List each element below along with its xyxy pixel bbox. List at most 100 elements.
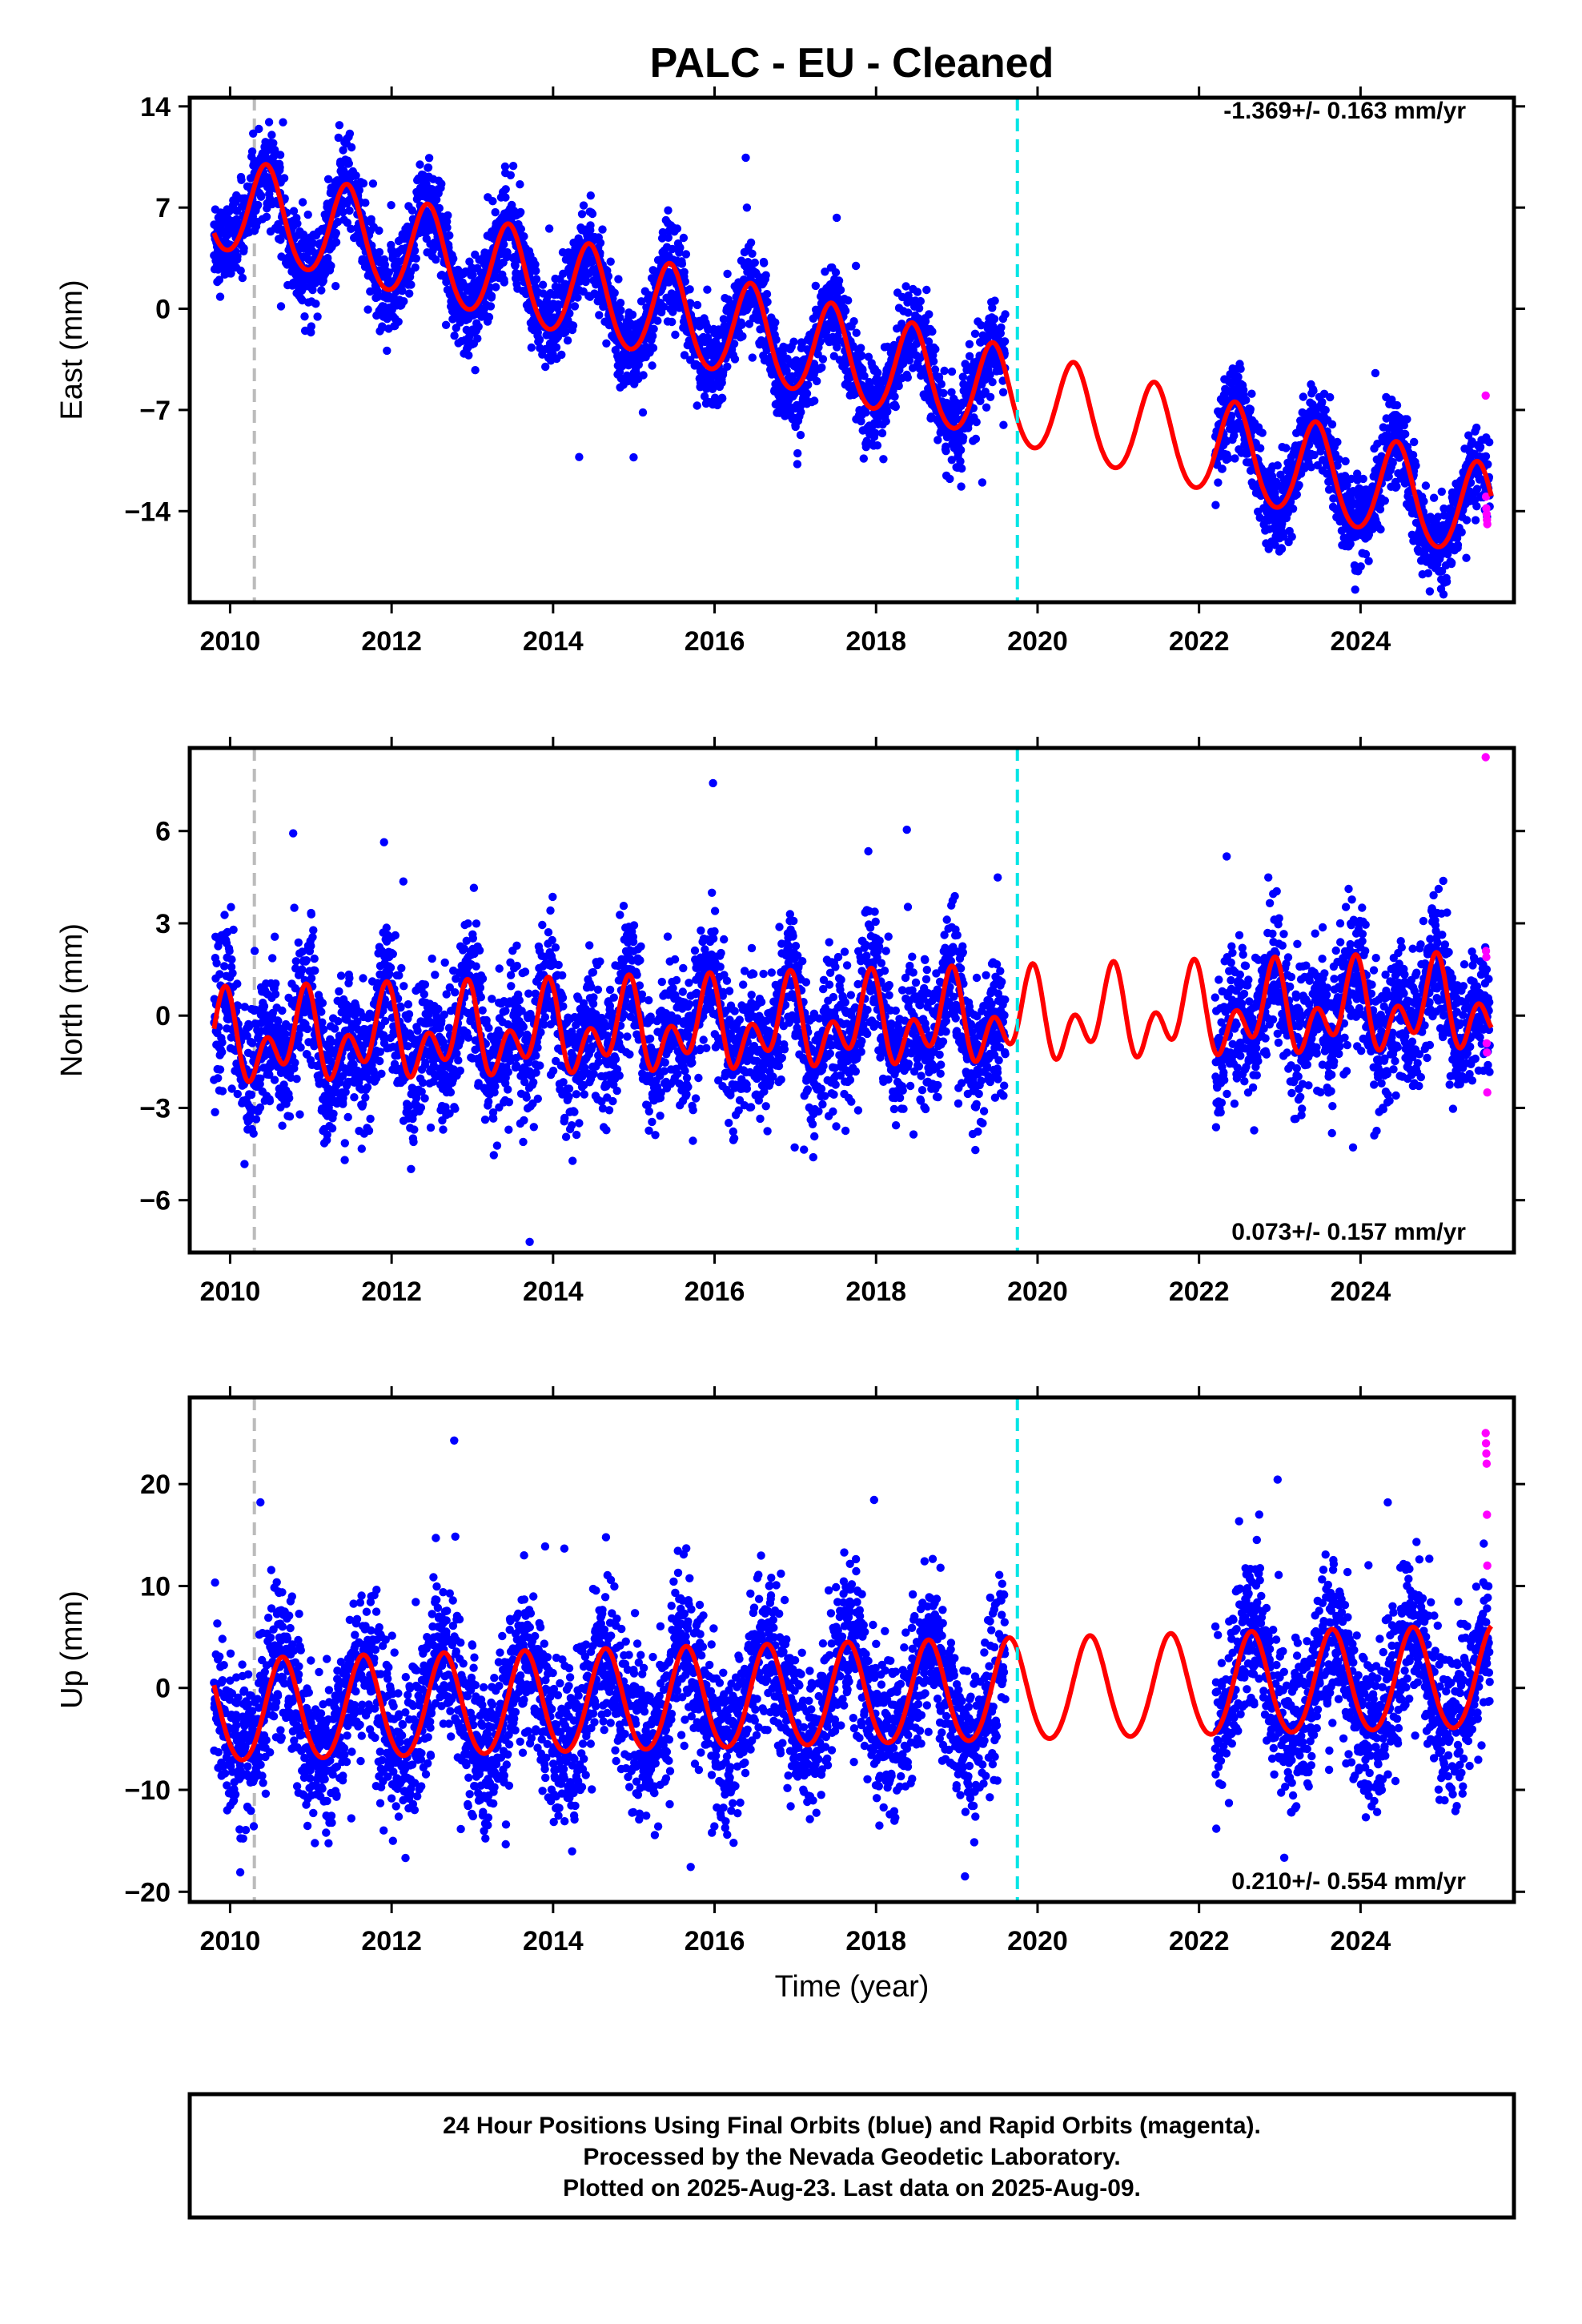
data-point (1309, 386, 1318, 396)
data-point (309, 926, 318, 935)
data-point (916, 296, 926, 306)
data-point (970, 329, 980, 338)
data-point (1392, 400, 1402, 410)
data-point (474, 322, 483, 332)
data-point (267, 131, 276, 139)
data-point (1425, 587, 1435, 596)
data-point (852, 328, 861, 337)
data-point (331, 238, 341, 247)
data-point (956, 456, 965, 466)
data-point (557, 350, 566, 360)
data-point (947, 367, 957, 376)
x-tick-label: 2012 (361, 626, 422, 657)
data-point (327, 1124, 337, 1133)
data-point (239, 243, 248, 253)
x-tick-label: 2018 (845, 626, 906, 657)
data-point (508, 162, 518, 171)
data-point (492, 283, 500, 292)
data-point (1359, 474, 1367, 484)
data-point (942, 447, 950, 456)
data-point (1236, 364, 1245, 373)
data-point (629, 452, 638, 462)
x-tick-label: 2014 (523, 626, 584, 657)
data-point (614, 275, 623, 283)
data-point (834, 276, 844, 285)
data-point (375, 226, 383, 235)
data-point (1000, 337, 1010, 346)
data-point (270, 1076, 279, 1084)
data-point (922, 285, 931, 295)
data-point (681, 277, 689, 286)
data-point (278, 1006, 287, 1015)
data-point (214, 1074, 223, 1083)
data-point (264, 118, 274, 127)
data-point (1333, 437, 1342, 447)
data-point (796, 431, 805, 440)
data-point (1282, 444, 1291, 452)
data-point (877, 428, 887, 438)
data-point (444, 211, 452, 220)
data-point (836, 285, 845, 295)
data-point (368, 179, 378, 188)
data-point (544, 224, 554, 233)
data-point (225, 947, 234, 955)
data-point (1411, 461, 1420, 470)
data-point (449, 254, 458, 263)
data-point (251, 1115, 261, 1124)
data-point (1462, 553, 1471, 562)
data-point (664, 233, 673, 242)
data-point (946, 474, 954, 484)
data-point (1356, 562, 1365, 571)
data-point (254, 200, 263, 210)
data-point (579, 201, 588, 210)
data-point (1442, 577, 1452, 586)
data-point (307, 974, 316, 983)
data-point (1001, 310, 1010, 319)
data-point (220, 911, 229, 919)
data-point (424, 154, 434, 163)
data-point (1429, 493, 1439, 502)
data-point (317, 1007, 326, 1016)
data-point (1211, 501, 1220, 509)
data-point (308, 285, 317, 295)
data-point (1472, 485, 1482, 493)
data-point (468, 271, 477, 279)
data-point (289, 829, 298, 838)
data-point (347, 143, 356, 152)
data-point (506, 171, 515, 179)
data-point (268, 954, 277, 963)
data-point (233, 1089, 242, 1099)
data-point (718, 394, 727, 403)
data-point (573, 293, 582, 302)
data-point (750, 258, 759, 267)
data-point (405, 289, 414, 298)
data-point (361, 199, 370, 207)
data-point (604, 271, 613, 281)
data-point (851, 261, 861, 271)
data-point (511, 261, 520, 270)
chart-title: PALC - EU - Cleaned (650, 40, 1054, 86)
data-point (679, 233, 689, 243)
data-point (860, 372, 869, 380)
data-point (220, 962, 229, 971)
data-point (859, 454, 869, 463)
data-point (317, 286, 326, 295)
data-point (565, 309, 574, 318)
x-tick-label: 2010 (200, 626, 261, 657)
data-point (861, 408, 870, 417)
data-point (965, 340, 974, 348)
data-point (307, 322, 315, 331)
data-point (883, 342, 892, 352)
data-point (658, 227, 668, 237)
data-point (745, 320, 754, 328)
data-point (378, 323, 387, 332)
data-point (789, 337, 798, 346)
data-point (742, 203, 752, 212)
data-point (334, 133, 343, 143)
data-point (303, 1024, 312, 1034)
data-point (408, 206, 416, 215)
data-point (891, 402, 901, 412)
data-point (857, 351, 866, 360)
data-point (606, 257, 615, 266)
